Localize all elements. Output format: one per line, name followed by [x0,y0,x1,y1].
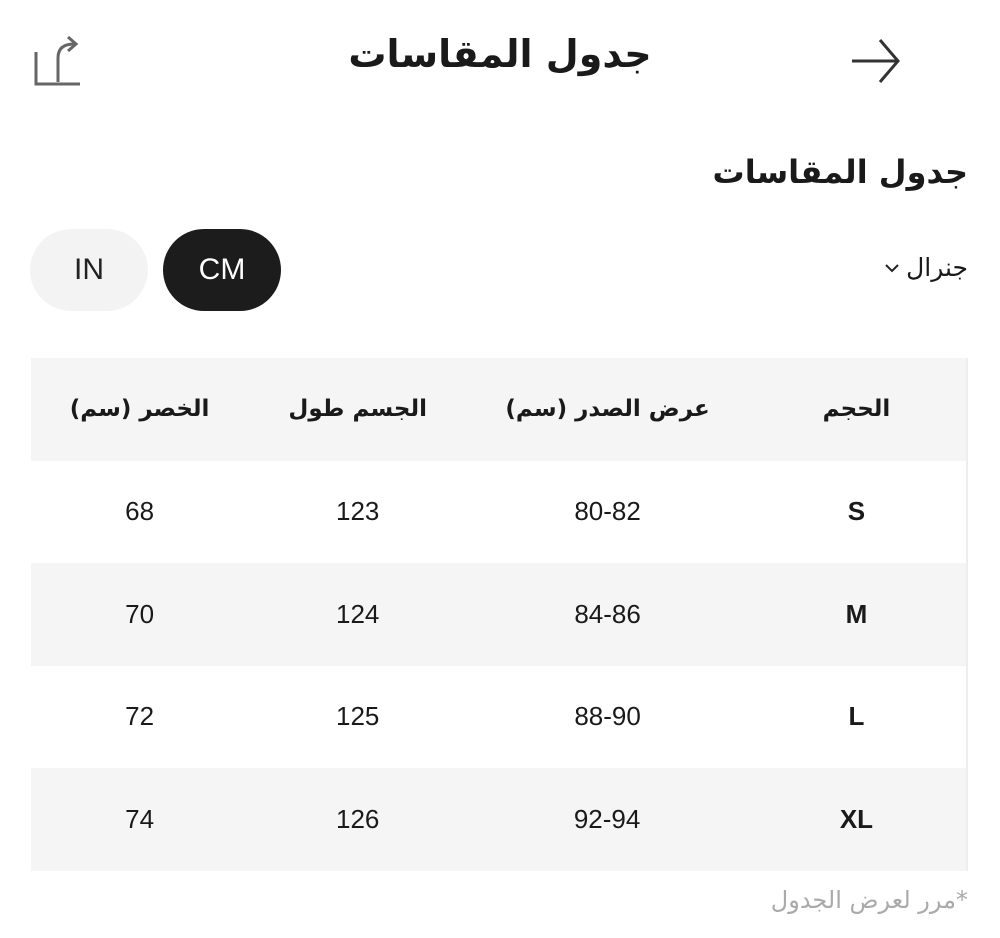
cell-size: M [845,598,868,629]
arrow-right-icon [852,39,900,83]
header-waist: الخصر (سم) [69,396,210,423]
dropdown-value: جنرال [906,253,968,282]
header-length: الجسم طول [288,396,427,423]
header-chest: عرض الصدر (سم) [505,396,710,423]
cell-length: 126 [336,803,380,834]
table-row: XL 92-94 126 74 [31,768,967,871]
top-bar: جدول المقاسات [0,0,1000,120]
unit-in-button[interactable]: IN [30,229,148,311]
chevron-down-icon [885,263,899,272]
cell-length: 125 [336,701,380,732]
cell-length: 123 [336,496,380,527]
cell-waist: 74 [125,803,155,834]
cell-waist: 72 [125,701,155,732]
size-standard-dropdown[interactable]: جنرال [884,253,968,282]
cell-chest: 84-86 [574,598,641,629]
cell-waist: 68 [125,496,155,527]
cell-chest: 88-90 [574,701,641,732]
table-row: L 88-90 125 72 [31,665,967,768]
cell-length: 124 [336,598,380,629]
cell-chest: 80-82 [574,496,641,527]
table-header-row: الحجم عرض الصدر (سم) الجسم طول الخصر (سم… [31,358,967,461]
size-table: الحجم عرض الصدر (سم) الجسم طول الخصر (سم… [30,358,968,871]
scroll-hint: *مرر لعرض الجدول [770,886,968,914]
back-button[interactable] [848,36,904,86]
section-title: جدول المقاسات [712,153,968,191]
cell-size: S [847,496,866,527]
table-row: S 80-82 123 68 [31,460,967,563]
share-icon [34,35,80,86]
cell-size: L [848,701,865,732]
header-size: الحجم [822,396,891,423]
table-row: M 84-86 124 70 [31,563,967,666]
cell-chest: 92-94 [573,803,641,834]
share-button[interactable] [30,32,86,88]
page-title: جدول المقاسات [348,32,652,76]
cell-size: XL [839,803,874,834]
unit-cm-button[interactable]: CM [163,229,281,311]
cell-waist: 70 [125,598,155,629]
